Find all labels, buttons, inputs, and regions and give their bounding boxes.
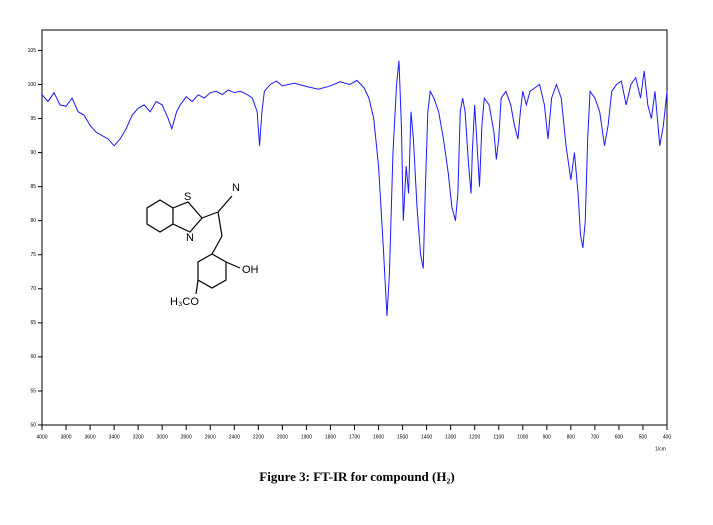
caption: Figure 3: FT-IR for compound (H₂) [259, 469, 454, 484]
x-tick-label: 1100 [493, 434, 504, 440]
x-tick-label: 1400 [421, 434, 432, 440]
x-tick-label: 3600 [85, 434, 96, 440]
x-tick-label: 2800 [181, 434, 192, 440]
x-tick-label: 600 [615, 434, 624, 440]
y-tick-label: 105 [28, 48, 37, 54]
x-tick-label: 1000 [517, 434, 528, 440]
x-tick-label: 3400 [109, 434, 120, 440]
x-tick-label: 1600 [373, 434, 384, 440]
x-axis-label: 1/cm [655, 446, 666, 452]
x-tick-label: 700 [591, 434, 600, 440]
y-tick-label: 90 [30, 150, 36, 156]
x-tick-label: 1300 [445, 434, 456, 440]
spectrum-line [41, 60, 668, 317]
atom-label: N [232, 182, 240, 194]
y-tick-label: 60 [30, 354, 36, 360]
y-tick-label: 55 [30, 388, 36, 394]
y-tick-label: 70 [30, 286, 36, 292]
phenyl-ring [197, 253, 227, 289]
x-tick-label: 3000 [157, 434, 168, 440]
x-tick-label: 2200 [253, 434, 264, 440]
x-tick-label: 900 [543, 434, 552, 440]
x-tick-label: 2400 [229, 434, 240, 440]
x-tick-label: 2600 [205, 434, 216, 440]
y-tick-label: 75 [30, 252, 36, 258]
x-tick-label: 4000 [36, 434, 47, 440]
x-tick-label: 400 [663, 434, 672, 440]
x-tick-label: 3800 [60, 434, 71, 440]
y-tick-label: 100 [28, 82, 37, 88]
x-tick-label: 500 [639, 434, 648, 440]
bond [195, 279, 199, 295]
atom-label: N [186, 232, 194, 244]
y-tick-label: 80 [30, 218, 36, 224]
y-tick-label: 65 [30, 320, 36, 326]
bond [211, 235, 223, 255]
plot-frame [41, 29, 668, 426]
bond [217, 195, 233, 213]
atom-label: S [184, 191, 191, 203]
x-tick-label: 3200 [133, 434, 144, 440]
y-tick-label: 85 [30, 184, 36, 190]
x-tick-label: 1200 [469, 434, 480, 440]
bond [217, 211, 223, 237]
bond [201, 211, 219, 219]
thiazole-ring [172, 201, 203, 233]
x-tick-label: 800 [567, 434, 576, 440]
x-tick-label: 1700 [349, 434, 360, 440]
atom-label: H₃CO [170, 296, 199, 308]
atom-label: OH [242, 264, 259, 276]
structure [146, 195, 241, 295]
y-tick-label: 95 [30, 116, 36, 122]
x-tick-label: 1500 [397, 434, 408, 440]
x-tick-label: 1800 [325, 434, 336, 440]
y-tick-label: 50 [30, 422, 36, 428]
bond [225, 261, 241, 269]
x-tick-label: 2000 [277, 434, 288, 440]
x-tick-label: 1900 [301, 434, 312, 440]
benzo-ring [146, 199, 174, 233]
